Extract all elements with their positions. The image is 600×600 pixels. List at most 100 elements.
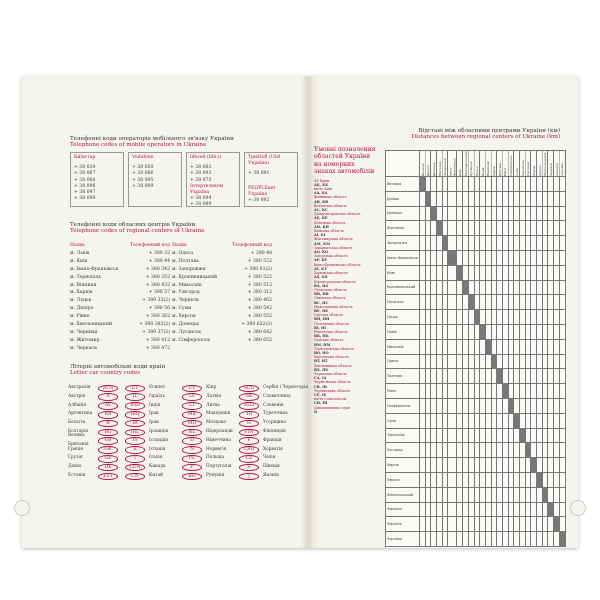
plate-entry: Миколаївська область BE, HE bbox=[314, 305, 376, 313]
row-header: Суми bbox=[385, 412, 420, 429]
country-code: MD bbox=[182, 419, 202, 428]
region-name: Херсонська область bbox=[314, 355, 349, 360]
country-code: CY bbox=[182, 384, 202, 393]
country-name: Хорватія bbox=[263, 446, 283, 452]
mobile-title-ua: Телефонні коди операторів мобільного зв'… bbox=[70, 136, 234, 142]
distance-cell bbox=[456, 531, 464, 547]
distance-cell bbox=[558, 368, 566, 385]
distance-cell bbox=[447, 383, 458, 399]
city-name: м. Львів bbox=[70, 250, 90, 256]
plate-code: BK, HK bbox=[314, 334, 329, 339]
country-code: CZ bbox=[239, 455, 259, 463]
country-row: ET Єгипет bbox=[125, 384, 168, 393]
distance-cell bbox=[558, 427, 566, 444]
table-row: Рівне bbox=[385, 383, 566, 399]
country-name: Ірландія bbox=[149, 428, 169, 434]
plate-code: CB, IB bbox=[314, 384, 327, 389]
regional-row: м. Полтава + 380 532 bbox=[172, 258, 272, 266]
col-code: Телефонний код bbox=[232, 243, 272, 248]
distance-cell bbox=[447, 235, 458, 251]
distance-cell bbox=[558, 412, 566, 429]
country-code: ET bbox=[125, 384, 145, 393]
regional-codes-right: Назва Телефонний код м. Одеса + 380 48 м. По… bbox=[172, 242, 272, 345]
operator-code: + 38 068 bbox=[74, 177, 96, 183]
distance-cell bbox=[558, 235, 566, 251]
page-notch bbox=[570, 500, 586, 516]
column-header: Харків bbox=[530, 150, 537, 177]
operator-box: Vodafone + 38 050 + 38 066 + 38 095 + 38 099 bbox=[128, 152, 182, 207]
country-column: Австралія AUS Австрія A Албанія AL Аргентина RA… bbox=[68, 384, 122, 481]
country-row: CRO Хорватія bbox=[239, 446, 308, 455]
regional-codes-left: Назва Телефонний код м. Львів + 380 32 м. Ки… bbox=[70, 242, 170, 353]
distance-cell bbox=[467, 531, 475, 547]
regional-header: Назва Телефонний код bbox=[70, 242, 170, 250]
plate-code: CA, IA bbox=[314, 376, 327, 381]
country-name: Бельгія bbox=[68, 420, 86, 426]
corner-cell bbox=[385, 150, 420, 177]
region-name: Сумська область bbox=[314, 338, 344, 343]
operator-box: ТриМоб (Utel Україна) + 38 091 PEOPLEnet У… bbox=[244, 152, 298, 207]
row-header: Херсон bbox=[385, 471, 420, 488]
plate-code: AP, KP bbox=[314, 258, 328, 263]
distance-cell bbox=[558, 309, 566, 325]
table-row: Хмельницький bbox=[385, 486, 566, 503]
plate-code: AC, KC bbox=[314, 208, 328, 213]
plate-code: BC, HC bbox=[314, 300, 329, 305]
row-header: Львів bbox=[385, 323, 420, 340]
country-name: Японія bbox=[263, 472, 279, 478]
plate-entry: Хмельницька область BX, HX bbox=[314, 364, 376, 372]
regional-row: м. Запоріжжя + 380 61(2) bbox=[172, 266, 272, 274]
country-row: SK Словаччина bbox=[239, 393, 308, 402]
plate-entry: Вінницька область AB, KB bbox=[314, 195, 376, 203]
phone-code: + 380 652 bbox=[247, 337, 272, 343]
distance-cell bbox=[558, 220, 566, 237]
phone-code: + 380 57 bbox=[148, 290, 170, 296]
operator-name: Інтертелеком Україна bbox=[190, 183, 224, 196]
country-name: Македонія bbox=[206, 411, 231, 417]
plate-entry: Луганська область BB, HB bbox=[314, 288, 376, 296]
plate-entry: Одеська область BH, HH bbox=[314, 313, 376, 321]
plate-entry: Волинська область AC, KC bbox=[314, 204, 376, 212]
regional-row: м. Харків + 380 57 bbox=[70, 289, 170, 297]
country-row: MD Молдова bbox=[182, 419, 233, 428]
distance-table: Вінниця Дніпро Донецьк Житомир Запоріжжя Іван… bbox=[385, 150, 566, 547]
phone-code: + 380 44 bbox=[148, 258, 170, 264]
country-row: Грузія GE bbox=[68, 454, 122, 463]
plate-codes: Умовні позначення областей України на но… bbox=[314, 146, 376, 414]
plate-entry: Сумська область BM, HM bbox=[314, 338, 376, 346]
distance-cell bbox=[447, 457, 458, 473]
city-name: м. Рівне bbox=[70, 314, 90, 320]
row-header: Сімферополь bbox=[385, 397, 420, 414]
row-header: Харків bbox=[385, 457, 420, 473]
country-row: Велика Британія GB bbox=[68, 433, 122, 447]
regional-row: м. Львів + 380 32 bbox=[70, 250, 170, 258]
city-name: м. Луганськ bbox=[172, 329, 202, 335]
country-row: FIN Фінляндія bbox=[239, 428, 308, 437]
distance-cell bbox=[419, 531, 426, 547]
plate-entry: Житомирська область AM, KM bbox=[314, 237, 376, 245]
row-header: Ужгород bbox=[385, 442, 420, 459]
country-code: AUS bbox=[98, 384, 118, 393]
distance-cell bbox=[558, 501, 566, 518]
distance-cell bbox=[447, 427, 458, 444]
column-header: Луцьк bbox=[474, 150, 480, 177]
distance-cell bbox=[558, 486, 566, 503]
country-code: GE bbox=[98, 455, 118, 463]
country-code: F bbox=[239, 437, 259, 445]
table-row: Луганськ bbox=[385, 294, 566, 311]
country-row: Греція GR bbox=[68, 446, 122, 455]
phone-code: + 380 312 bbox=[247, 290, 272, 296]
plate-entry: місто Київ AA, KA bbox=[314, 187, 376, 195]
region-name: Одеська область bbox=[314, 313, 343, 318]
country-row: IRQ Ірак bbox=[125, 410, 168, 419]
city-name: м. Дніпро bbox=[70, 306, 94, 312]
phone-code: + 380 552 bbox=[247, 314, 272, 320]
regional-row: м. Черкаси + 380 472 bbox=[70, 345, 170, 353]
country-code: A bbox=[98, 393, 118, 401]
regional-row: м. Сімферополь + 380 652 bbox=[172, 337, 272, 345]
plate-code: AI, KI bbox=[314, 233, 326, 238]
col-name: Назва bbox=[70, 243, 85, 248]
country-name: Латвія bbox=[206, 393, 222, 399]
table-row: Київ bbox=[385, 264, 566, 281]
row-header: Київ bbox=[385, 264, 420, 281]
